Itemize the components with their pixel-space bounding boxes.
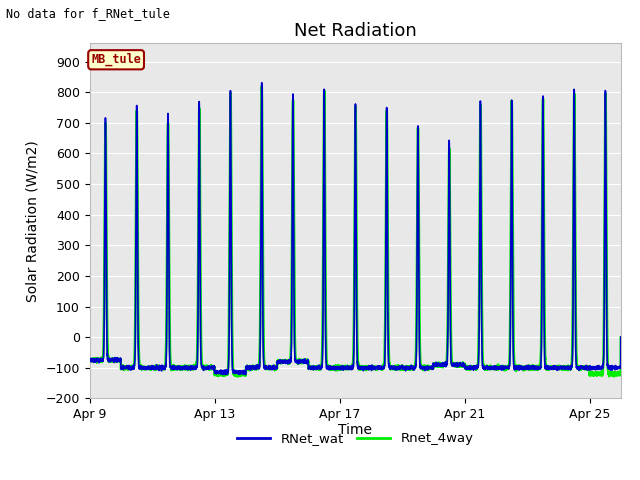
- Rnet_4way: [258, 84, 266, 89]
- RNet_wat: [406, 365, 414, 371]
- RNet_wat: [465, 365, 473, 371]
- RNet_wat: [134, 326, 142, 332]
- RNet_wat: [86, 356, 93, 361]
- Rnet_4way: [412, 343, 420, 348]
- RNet_wat: [196, 300, 204, 305]
- RNet_wat: [170, 364, 178, 370]
- Line: RNet_wat: RNet_wat: [90, 83, 621, 374]
- X-axis label: Time: Time: [338, 422, 372, 436]
- Legend: RNet_wat, Rnet_4way: RNet_wat, Rnet_4way: [232, 427, 479, 450]
- Title: Net Radiation: Net Radiation: [294, 22, 417, 40]
- Text: No data for f_RNet_tule: No data for f_RNet_tule: [6, 7, 170, 20]
- Line: Rnet_4way: Rnet_4way: [90, 86, 621, 377]
- Rnet_4way: [196, 240, 204, 246]
- RNet_wat: [412, 358, 420, 363]
- Rnet_4way: [170, 365, 178, 371]
- Rnet_4way: [406, 366, 414, 372]
- RNet_wat: [617, 334, 625, 340]
- RNet_wat: [258, 80, 266, 85]
- Rnet_4way: [134, 275, 142, 280]
- Rnet_4way: [465, 365, 473, 371]
- Y-axis label: Solar Radiation (W/m2): Solar Radiation (W/m2): [26, 140, 40, 301]
- Rnet_4way: [86, 357, 93, 362]
- Text: MB_tule: MB_tule: [91, 53, 141, 66]
- Rnet_4way: [234, 374, 241, 380]
- Rnet_4way: [617, 334, 625, 340]
- RNet_wat: [242, 372, 250, 377]
